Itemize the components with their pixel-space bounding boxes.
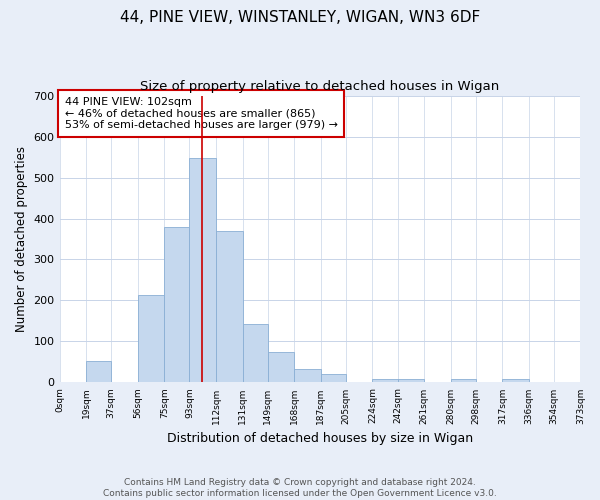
Bar xyxy=(502,379,529,382)
Text: Contains HM Land Registry data © Crown copyright and database right 2024.
Contai: Contains HM Land Registry data © Crown c… xyxy=(103,478,497,498)
Bar xyxy=(373,379,398,382)
X-axis label: Distribution of detached houses by size in Wigan: Distribution of detached houses by size … xyxy=(167,432,473,445)
Bar xyxy=(138,295,164,382)
Bar xyxy=(398,379,424,382)
Title: Size of property relative to detached houses in Wigan: Size of property relative to detached ho… xyxy=(140,80,500,93)
Text: 44, PINE VIEW, WINSTANLEY, WIGAN, WN3 6DF: 44, PINE VIEW, WINSTANLEY, WIGAN, WN3 6D… xyxy=(120,10,480,25)
Bar xyxy=(190,158,216,382)
Bar xyxy=(451,379,476,382)
Bar xyxy=(164,226,190,382)
Bar xyxy=(216,231,242,382)
Text: 44 PINE VIEW: 102sqm
← 46% of detached houses are smaller (865)
53% of semi-deta: 44 PINE VIEW: 102sqm ← 46% of detached h… xyxy=(65,97,338,130)
Bar xyxy=(321,374,346,382)
Y-axis label: Number of detached properties: Number of detached properties xyxy=(15,146,28,332)
Bar xyxy=(86,361,111,382)
Bar xyxy=(268,352,294,382)
Bar xyxy=(242,324,268,382)
Bar xyxy=(294,370,321,382)
